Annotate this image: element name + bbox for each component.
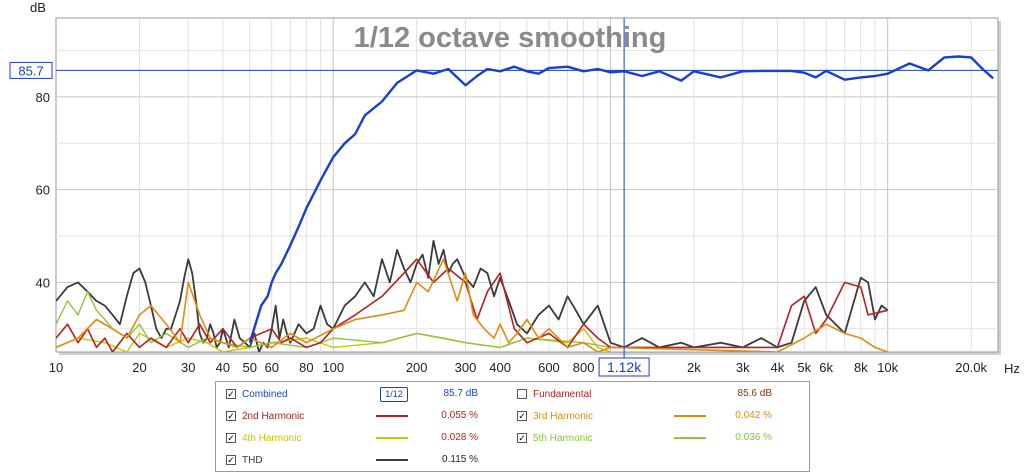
- x-tick-label: 60: [264, 360, 278, 375]
- x-tick-label: 30: [181, 360, 195, 375]
- x-tick-label: 4k: [770, 360, 784, 375]
- cursor[interactable]: 85.7 1.12k: [9, 18, 998, 377]
- series-line-2nd-harmonic: [56, 258, 888, 352]
- legend-checkbox-fundamental[interactable]: [517, 389, 527, 399]
- x-tick-label: 20: [132, 360, 146, 375]
- legend-swatch-4th-harmonic: [376, 437, 408, 439]
- legend-label-5th-harmonic: 5th Harmonic: [533, 432, 593, 444]
- legend-value-thd: 0.115 %: [442, 454, 478, 465]
- smoothing-badge[interactable]: 1/12: [380, 387, 408, 402]
- legend-checkbox-thd[interactable]: ✓: [226, 455, 236, 465]
- legend-label-thd: THD: [242, 454, 263, 466]
- chart-title: 1/12 octave smoothing: [354, 22, 667, 54]
- grid-lines: [56, 18, 998, 352]
- legend-value-5th-harmonic: 0.036 %: [735, 432, 772, 443]
- legend-value-4th-harmonic: 0.028 %: [441, 432, 478, 443]
- x-tick-label: 5k: [797, 360, 811, 375]
- legend-value-combined: 85.7 dB: [443, 388, 478, 399]
- legend-item-3rd-harmonic[interactable]: ✓ 3rd Harmonic: [517, 409, 593, 423]
- x-tick-label: 600: [538, 360, 560, 375]
- legend-checkbox-combined[interactable]: ✓: [226, 389, 236, 399]
- legend-item-thd[interactable]: ✓ THD: [226, 453, 263, 467]
- frequency-response-chart[interactable]: dB Hz 85.7 1.12k 40 60 80 10 20 30 40 50 60 80 100 2…: [0, 0, 1024, 380]
- legend-swatch-3rd-harmonic: [674, 415, 706, 417]
- legend-label-combined: Combined: [242, 388, 288, 400]
- x-axis-unit-label: Hz: [1004, 361, 1020, 376]
- x-tick-label: 6k: [819, 360, 833, 375]
- legend-label-3rd-harmonic: 3rd Harmonic: [533, 410, 594, 422]
- cursor-x-readout-box: [598, 357, 650, 377]
- x-tick-label: 800: [573, 360, 595, 375]
- cursor-y-readout: 85.7: [18, 63, 43, 78]
- x-tick-label: 2k: [687, 360, 701, 375]
- legend-checkbox-5th-harmonic[interactable]: ✓: [517, 433, 527, 443]
- y-tick-label: 80: [36, 90, 50, 105]
- cursor-y-readout-box: [9, 61, 53, 79]
- legend-label-2nd-harmonic: 2nd Harmonic: [242, 410, 305, 422]
- x-tick-label: 40: [216, 360, 230, 375]
- x-tick-label: 200: [406, 360, 428, 375]
- x-tick-label: 400: [489, 360, 511, 375]
- legend-swatch-2nd-harmonic: [376, 415, 408, 417]
- legend-label-4th-harmonic: 4th Harmonic: [242, 432, 302, 444]
- legend-item-combined[interactable]: ✓ Combined: [226, 387, 288, 401]
- legend-checkbox-3rd-harmonic[interactable]: ✓: [517, 411, 527, 421]
- legend-label-fundamental: Fundamental: [533, 388, 592, 400]
- series-lines: [56, 55, 994, 352]
- x-tick-label: 20.0k: [955, 360, 987, 375]
- x-tick-label: 10k: [877, 360, 898, 375]
- x-tick-label: 300: [455, 360, 477, 375]
- legend-value-fundamental: 85.6 dB: [737, 388, 772, 399]
- legend-panel: ✓ Combined 1/12 85.7 dB Fundamental 85.6 dB ✓ 2…: [215, 381, 810, 472]
- series-line-combined: [248, 55, 994, 344]
- legend-item-2nd-harmonic[interactable]: ✓ 2nd Harmonic: [226, 409, 304, 423]
- y-tick-label: 60: [36, 183, 50, 198]
- cursor-x-readout: 1.12k: [607, 359, 642, 375]
- legend-item-fundamental[interactable]: Fundamental: [517, 387, 591, 401]
- x-tick-label: 3k: [736, 360, 750, 375]
- x-tick-label: 50: [243, 360, 257, 375]
- axis-ticks: 40 60 80 10 20 30 40 50 60 80 100 200 300 400 600 800 2k…: [36, 90, 988, 375]
- legend-item-5th-harmonic[interactable]: ✓ 5th Harmonic: [517, 431, 592, 445]
- x-tick-label: 80: [299, 360, 313, 375]
- legend-checkbox-2nd-harmonic[interactable]: ✓: [226, 411, 236, 421]
- x-tick-label: 10: [49, 360, 63, 375]
- legend-checkbox-4th-harmonic[interactable]: ✓: [226, 433, 236, 443]
- legend-value-3rd-harmonic: 0.042 %: [735, 410, 772, 421]
- x-tick-label: 100: [322, 360, 344, 375]
- y-tick-label: 40: [36, 275, 50, 290]
- legend-item-4th-harmonic[interactable]: ✓ 4th Harmonic: [226, 431, 301, 445]
- legend-swatch-5th-harmonic: [674, 437, 706, 439]
- series-line-thd: [56, 239, 889, 352]
- x-tick-label: 8k: [854, 360, 868, 375]
- legend-swatch-thd: [376, 459, 408, 461]
- y-axis-unit-label: dB: [30, 0, 46, 15]
- series-line-3rd-harmonic: [56, 258, 888, 352]
- legend-value-2nd-harmonic: 0.055 %: [441, 410, 478, 421]
